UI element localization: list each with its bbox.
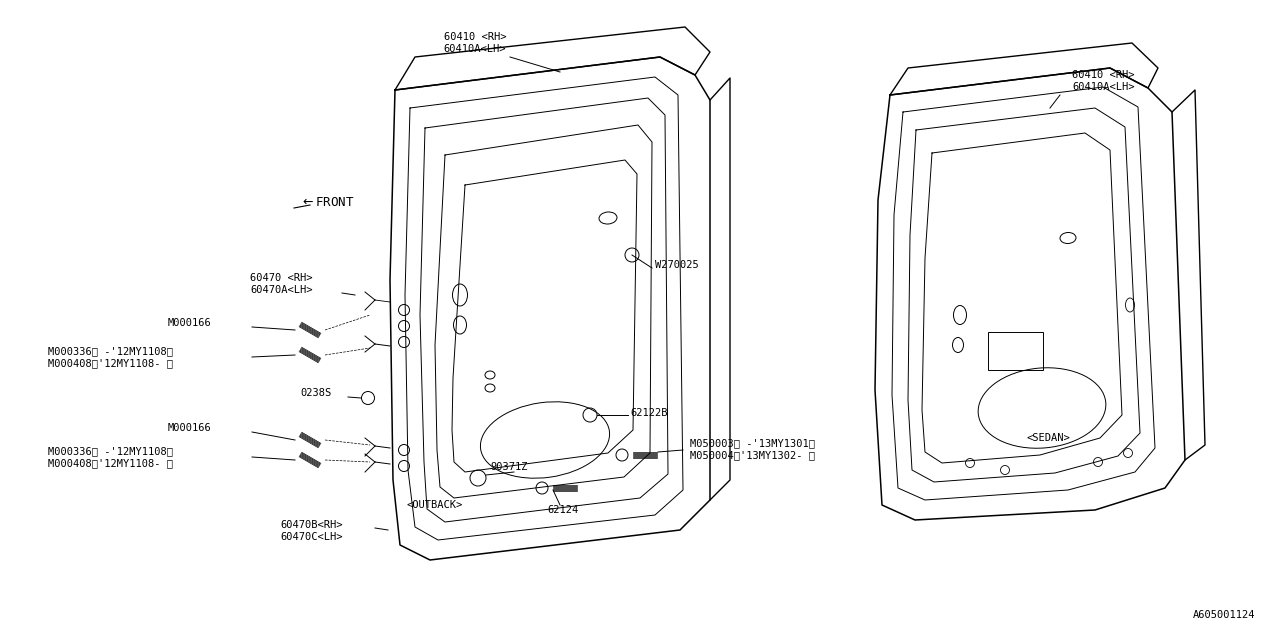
Text: M000166: M000166 <box>168 318 211 328</box>
Text: 60410A<LH>: 60410A<LH> <box>1073 82 1134 92</box>
Text: 62122B: 62122B <box>630 408 667 418</box>
Text: M050004〈'13MY1302- 〉: M050004〈'13MY1302- 〉 <box>690 450 815 460</box>
Text: 60470 <RH>: 60470 <RH> <box>250 273 312 283</box>
Text: 60470A<LH>: 60470A<LH> <box>250 285 312 295</box>
Text: 60410 <RH>: 60410 <RH> <box>1073 70 1134 80</box>
Text: M000408〈'12MY1108- 〉: M000408〈'12MY1108- 〉 <box>49 458 173 468</box>
Text: <SEDAN>: <SEDAN> <box>1027 433 1070 443</box>
Text: 62124: 62124 <box>548 505 579 515</box>
Text: W270025: W270025 <box>655 260 699 270</box>
Text: M000408〈'12MY1108- 〉: M000408〈'12MY1108- 〉 <box>49 358 173 368</box>
Text: M000336〈 -'12MY1108〉: M000336〈 -'12MY1108〉 <box>49 346 173 356</box>
Text: M000166: M000166 <box>168 423 211 433</box>
Text: 60410A<LH>: 60410A<LH> <box>444 44 507 54</box>
Text: 60470B<RH>: 60470B<RH> <box>280 520 343 530</box>
Text: $\leftarrow$FRONT: $\leftarrow$FRONT <box>300 195 355 209</box>
Text: 90371Z: 90371Z <box>490 462 527 472</box>
Text: 0238S: 0238S <box>300 388 332 398</box>
Text: A605001124: A605001124 <box>1193 610 1254 620</box>
Text: 60410 <RH>: 60410 <RH> <box>444 32 507 42</box>
Text: M000336〈 -'12MY1108〉: M000336〈 -'12MY1108〉 <box>49 446 173 456</box>
Text: 60470C<LH>: 60470C<LH> <box>280 532 343 542</box>
Text: <OUTBACK>: <OUTBACK> <box>407 500 463 510</box>
Text: M050003〈 -'13MY1301〉: M050003〈 -'13MY1301〉 <box>690 438 815 448</box>
